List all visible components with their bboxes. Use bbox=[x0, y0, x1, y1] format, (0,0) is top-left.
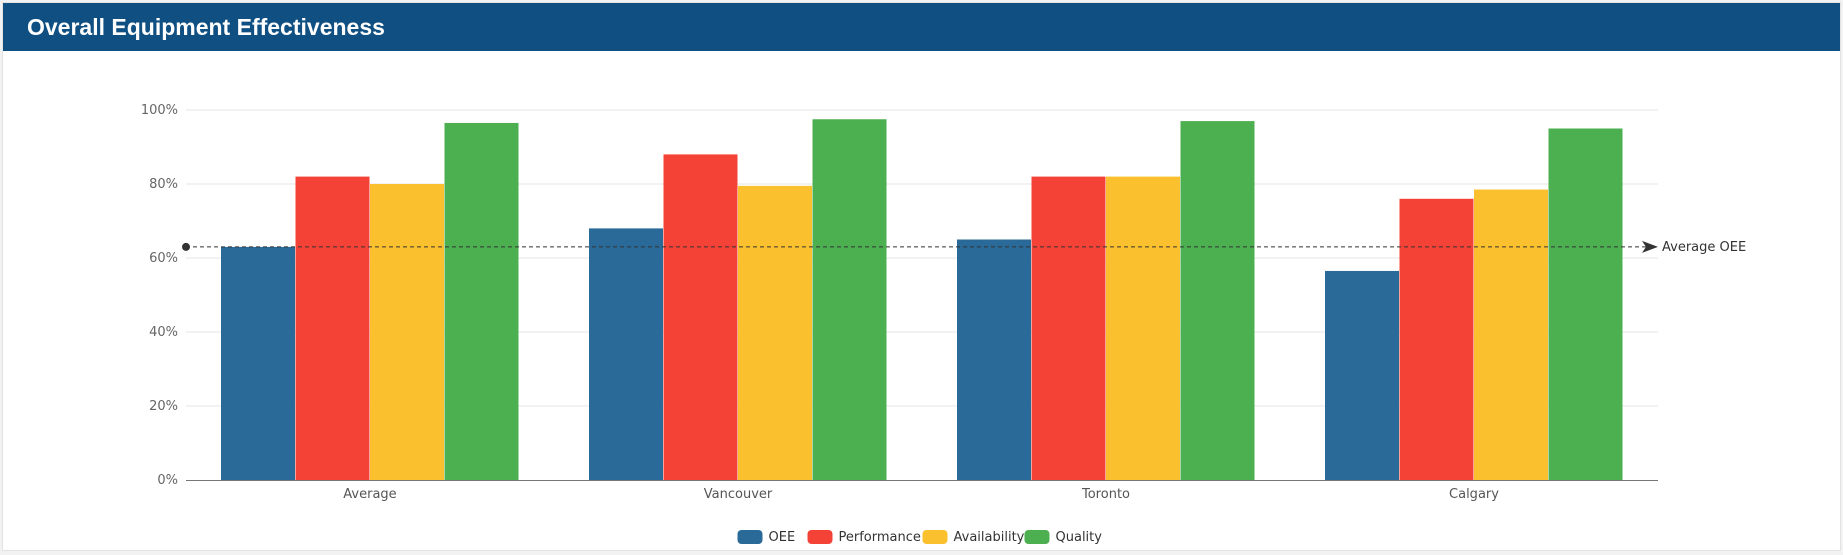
legend-item-oee[interactable]: OEE bbox=[737, 530, 796, 545]
x-category-label: Average bbox=[343, 487, 396, 502]
y-tick-label: 100% bbox=[141, 103, 178, 118]
bar-availability-toronto[interactable] bbox=[1106, 176, 1180, 480]
legend-label: Quality bbox=[1056, 530, 1103, 545]
y-tick-label: 60% bbox=[149, 251, 178, 266]
y-axis-ticks: 0% 20% 40% 60% 80% 100% bbox=[141, 103, 178, 488]
legend[interactable]: OEE Performance Availability Quality bbox=[737, 530, 1103, 545]
bar-availability-vancouver[interactable] bbox=[738, 185, 812, 480]
legend-item-availability[interactable]: Availability bbox=[922, 530, 1025, 545]
average-oee-reference-line: Average OEE bbox=[182, 240, 1746, 255]
legend-label: Availability bbox=[954, 530, 1025, 545]
bars bbox=[221, 119, 1623, 481]
x-category-label: Toronto bbox=[1081, 487, 1130, 502]
bar-quality-average[interactable] bbox=[444, 122, 519, 480]
bar-quality-calgary[interactable] bbox=[1548, 128, 1623, 481]
x-category-label: Calgary bbox=[1449, 487, 1499, 502]
bar-quality-vancouver[interactable] bbox=[812, 119, 887, 480]
bar-availability-calgary[interactable] bbox=[1474, 189, 1548, 481]
y-tick-label: 20% bbox=[149, 399, 178, 414]
reference-line-label: Average OEE bbox=[1662, 240, 1746, 255]
bar-oee-average[interactable] bbox=[221, 246, 295, 480]
x-axis: Average Vancouver Toronto Calgary bbox=[186, 480, 1658, 502]
y-tick-label: 80% bbox=[149, 177, 178, 192]
legend-item-performance[interactable]: Performance bbox=[807, 530, 921, 545]
legend-swatch bbox=[1024, 530, 1050, 544]
legend-item-quality[interactable]: Quality bbox=[1024, 530, 1103, 545]
x-category-label: Vancouver bbox=[704, 487, 773, 502]
y-tick-label: 0% bbox=[157, 473, 178, 488]
legend-label: Performance bbox=[839, 530, 921, 545]
bar-oee-toronto[interactable] bbox=[957, 239, 1031, 481]
legend-swatch bbox=[922, 530, 948, 544]
panel-title: Overall Equipment Effectiveness bbox=[27, 14, 385, 40]
reference-line-arrow bbox=[1642, 240, 1658, 253]
y-tick-label: 40% bbox=[149, 325, 178, 340]
legend-swatch bbox=[807, 530, 833, 544]
legend-swatch bbox=[737, 530, 763, 544]
bar-oee-calgary[interactable] bbox=[1325, 270, 1399, 480]
bar-quality-toronto[interactable] bbox=[1180, 121, 1255, 480]
bar-availability-average[interactable] bbox=[370, 184, 444, 480]
bar-oee-vancouver[interactable] bbox=[589, 228, 663, 480]
panel-header: Overall Equipment Effectiveness bbox=[3, 3, 1840, 51]
bar-performance-toronto[interactable] bbox=[1031, 176, 1106, 480]
bar-performance-calgary[interactable] bbox=[1399, 198, 1474, 481]
bar-performance-vancouver[interactable] bbox=[663, 154, 738, 480]
bar-performance-average[interactable] bbox=[295, 176, 370, 480]
legend-label: OEE bbox=[769, 530, 796, 545]
